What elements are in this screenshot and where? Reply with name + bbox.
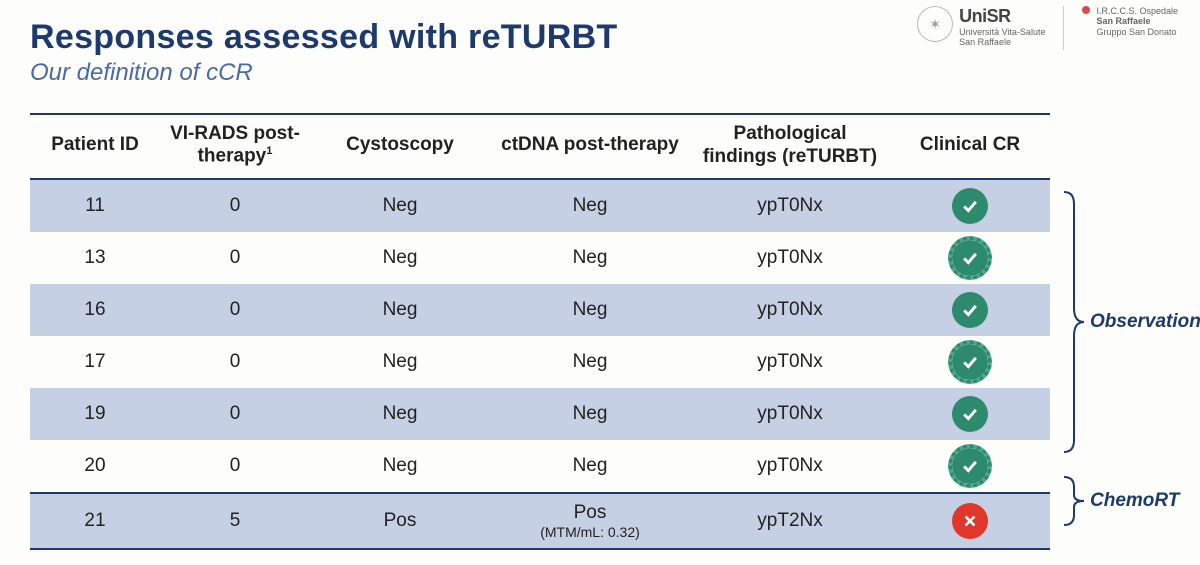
cell-ctdna: Neg (490, 284, 690, 336)
table-body: 110NegNegypT0Nx130NegNegypT0Nx160NegNegy… (30, 179, 1050, 549)
cell-cysto: Neg (310, 284, 490, 336)
check-icon (952, 292, 988, 328)
group-chemort-label: ChemoRT (1090, 490, 1179, 512)
cell-cysto: Neg (310, 440, 490, 493)
cell-virads: 0 (160, 336, 310, 388)
cell-ctdna: Neg (490, 179, 690, 232)
cell-pid: 13 (30, 232, 160, 284)
cell-ctdna-sub: (MTM/mL: 0.32) (496, 524, 684, 540)
table-header-row: Patient ID VI-RADS post-therapy1 Cystosc… (30, 114, 1050, 179)
cell-path: ypT0Nx (690, 440, 890, 493)
cell-pid: 20 (30, 440, 160, 493)
cell-path: ypT0Nx (690, 284, 890, 336)
slide-header: Responses assessed with reTURBT Our defi… (0, 0, 1200, 95)
table-row: 200NegNegypT0Nx (30, 440, 1050, 493)
cell-virads: 0 (160, 232, 310, 284)
cell-clinical-cr (890, 440, 1050, 493)
cell-path: ypT2Nx (690, 493, 890, 549)
cell-ctdna: Neg (490, 388, 690, 440)
col-clinical-cr: Clinical CR (890, 114, 1050, 179)
cell-path: ypT0Nx (690, 336, 890, 388)
dot-icon (1082, 6, 1090, 14)
check-icon (952, 344, 988, 380)
check-icon (952, 188, 988, 224)
col-patient-id: Patient ID (30, 114, 160, 179)
logo-irccs: I.R.C.C.S. Ospedale San Raffaele Gruppo … (1082, 6, 1178, 37)
table-row: 215PosPos(MTM/mL: 0.32)ypT2Nx (30, 493, 1050, 549)
cell-clinical-cr (890, 336, 1050, 388)
check-icon (952, 396, 988, 432)
logo-irccs-line3: Gruppo San Donato (1096, 27, 1176, 37)
cell-virads: 0 (160, 179, 310, 232)
check-icon (952, 448, 988, 484)
cell-pid: 19 (30, 388, 160, 440)
cell-cysto: Neg (310, 179, 490, 232)
col-ctdna: ctDNA post-therapy (490, 114, 690, 179)
cell-cysto: Neg (310, 336, 490, 388)
logo-divider (1063, 6, 1064, 50)
col-cystoscopy: Cystoscopy (310, 114, 490, 179)
cell-clinical-cr (890, 232, 1050, 284)
cell-cysto: Pos (310, 493, 490, 549)
cell-virads: 0 (160, 388, 310, 440)
table-row: 170NegNegypT0Nx (30, 336, 1050, 388)
cell-clinical-cr (890, 493, 1050, 549)
col-pathological: Pathological findings (reTURBT) (690, 114, 890, 179)
cell-ctdna: Neg (490, 336, 690, 388)
cell-cysto: Neg (310, 232, 490, 284)
slide-subtitle: Our definition of cCR (30, 59, 1170, 87)
cell-virads: 0 (160, 440, 310, 493)
cell-clinical-cr (890, 388, 1050, 440)
logo-unisr: ✶ UniSR Università Vita-Salute San Raffa… (917, 6, 1045, 47)
cell-ctdna: Pos(MTM/mL: 0.32) (490, 493, 690, 549)
footnote-marker: 1 (266, 145, 272, 157)
logo-unisr-short: UniSR (959, 6, 1011, 26)
cell-ctdna: Neg (490, 440, 690, 493)
table-row: 110NegNegypT0Nx (30, 179, 1050, 232)
logo-irccs-line2: San Raffaele (1096, 16, 1150, 26)
cell-clinical-cr (890, 179, 1050, 232)
results-table: Patient ID VI-RADS post-therapy1 Cystosc… (30, 113, 1050, 550)
cell-clinical-cr (890, 284, 1050, 336)
cell-path: ypT0Nx (690, 179, 890, 232)
crest-icon: ✶ (917, 6, 953, 42)
table-row: 160NegNegypT0Nx (30, 284, 1050, 336)
logo-area: ✶ UniSR Università Vita-Salute San Raffa… (917, 6, 1178, 50)
cell-pid: 16 (30, 284, 160, 336)
cell-cysto: Neg (310, 388, 490, 440)
logo-irccs-line1: I.R.C.C.S. Ospedale (1096, 6, 1178, 16)
cell-path: ypT0Nx (690, 232, 890, 284)
cell-virads: 0 (160, 284, 310, 336)
cell-pid: 21 (30, 493, 160, 549)
table-container: Patient ID VI-RADS post-therapy1 Cystosc… (0, 95, 1200, 550)
cell-ctdna: Neg (490, 232, 690, 284)
logo-unisr-line1: Università Vita-Salute (959, 27, 1045, 37)
table-row: 130NegNegypT0Nx (30, 232, 1050, 284)
cross-icon (952, 503, 988, 539)
cell-pid: 17 (30, 336, 160, 388)
cell-pid: 11 (30, 179, 160, 232)
cell-virads: 5 (160, 493, 310, 549)
logo-unisr-line2: San Raffaele (959, 37, 1011, 47)
col-virads: VI-RADS post-therapy1 (160, 114, 310, 179)
table-row: 190NegNegypT0Nx (30, 388, 1050, 440)
cell-path: ypT0Nx (690, 388, 890, 440)
group-observation-label: Observation (1090, 311, 1200, 333)
check-icon (952, 240, 988, 276)
